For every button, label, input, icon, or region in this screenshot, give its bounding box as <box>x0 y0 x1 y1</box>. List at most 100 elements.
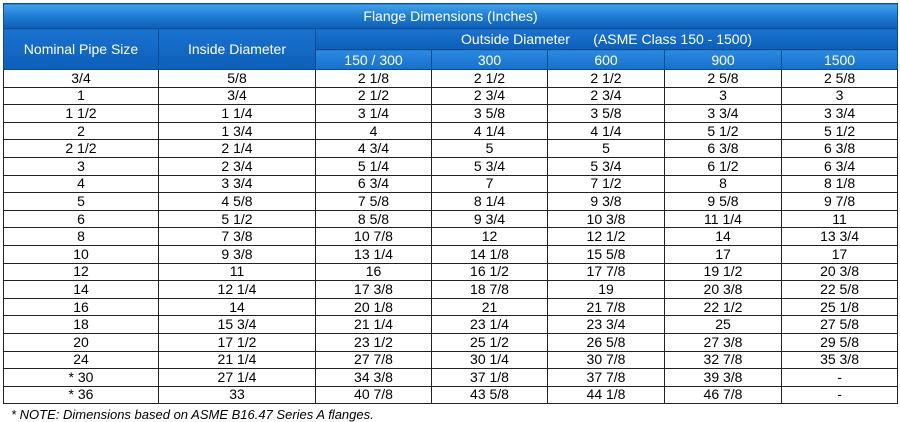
table-row: * 30 27 1/4 34 3/8 37 1/8 37 7/8 39 3/8- <box>3 368 899 387</box>
cell-inside-diameter: 7 3/8 <box>158 227 316 246</box>
cell-od-600: 26 5/8 <box>547 332 665 352</box>
cell-od-150-300: 2 1/8 <box>315 69 432 88</box>
cell-inside-diameter: 3 3/4 <box>158 174 316 194</box>
cell-inside-diameter: 21 1/4 <box>158 350 316 370</box>
cell-od-1500: 8 1/8 <box>780 174 899 194</box>
cell-nominal-size: 14 <box>3 280 159 299</box>
cell-od-150-300: 8 5/8 <box>315 209 432 229</box>
cell-od-1500: 27 5/8 <box>780 315 899 334</box>
cell-od-150-300: 5 1/4 <box>315 156 432 176</box>
cell-inside-diameter: 14 <box>158 297 316 317</box>
table-row: 2 1/2 2 1/4 4 3/4 5 5 6 3/8 6 3/8 <box>3 139 899 158</box>
cell-od-900: 6 3/8 <box>664 139 782 158</box>
cell-inside-diameter: 3/4 <box>158 86 316 106</box>
cell-inside-diameter: 2 3/4 <box>158 156 316 176</box>
cell-od-1500: 17 <box>780 244 899 264</box>
cell-od-150-300: 3 1/4 <box>315 104 432 123</box>
header-outside-diameter: Outside Diameter (ASME Class 150 - 1500) <box>314 28 899 50</box>
table-row: 16 14 20 1/8 21 21 7/8 22 1/2 25 1/8 <box>3 297 899 317</box>
table-row: 24 21 1/4 27 7/8 30 1/4 30 7/8 32 7/8 35 3/8 <box>3 350 899 370</box>
table-row: 20 17 1/2 23 1/2 25 1/2 26 5/8 27 3/8 29 5/8 <box>3 332 899 352</box>
cell-od-150-300: 6 3/4 <box>315 174 432 194</box>
cell-nominal-size: 5 <box>3 192 159 211</box>
table-row: 1 3/4 2 1/2 2 3/4 2 3/4 3 3 <box>3 86 899 106</box>
cell-od-1500: 3 <box>780 86 899 106</box>
table-row: 10 9 3/8 13 1/4 14 1/8 15 5/8 17 17 <box>3 244 899 264</box>
cell-od-1500: 2 5/8 <box>780 69 899 88</box>
cell-od-1500: 9 7/8 <box>780 192 899 211</box>
cell-inside-diameter: 27 1/4 <box>158 368 316 387</box>
cell-od-900: 3 3/4 <box>664 104 782 123</box>
cell-nominal-size: 16 <box>3 297 159 317</box>
flange-table-container: Flange Dimensions (Inches) Nominal Pipe … <box>2 3 899 422</box>
cell-od-1500: 6 3/4 <box>780 156 899 176</box>
cell-od-300: 7 <box>431 174 548 194</box>
cell-nominal-size: 18 <box>3 315 159 334</box>
cell-od-600: 7 1/2 <box>547 174 665 194</box>
cell-od-600: 21 7/8 <box>547 297 665 317</box>
cell-nominal-size: 1 1/2 <box>3 104 159 123</box>
header-inside-diameter: Inside Diameter <box>158 28 316 70</box>
cell-od-1500: 11 <box>780 209 899 229</box>
cell-od-150-300: 21 1/4 <box>315 315 432 334</box>
header-class-1500: 1500 <box>780 49 899 70</box>
cell-nominal-size: 10 <box>3 244 159 264</box>
cell-inside-diameter: 12 1/4 <box>158 280 316 299</box>
cell-od-300: 3 5/8 <box>431 104 548 123</box>
cell-od-300: 5 <box>431 139 548 158</box>
cell-od-1500: 6 3/8 <box>780 139 899 158</box>
cell-od-600: 3 5/8 <box>547 104 665 123</box>
cell-od-300: 2 3/4 <box>431 86 548 106</box>
header-outside-diameter-label: Outside Diameter (ASME Class 150 - 1500) <box>461 31 753 47</box>
cell-od-900: 14 <box>664 227 782 246</box>
cell-od-300: 25 1/2 <box>431 332 548 352</box>
cell-od-900: 17 <box>664 244 782 264</box>
cell-od-300: 21 <box>431 297 548 317</box>
cell-od-600: 2 1/2 <box>547 69 665 88</box>
cell-nominal-size: * 36 <box>3 385 159 405</box>
cell-nominal-size: 12 <box>3 262 159 282</box>
cell-od-150-300: 2 1/2 <box>315 86 432 106</box>
cell-inside-diameter: 11 <box>158 262 316 282</box>
cell-od-600: 9 3/8 <box>547 192 665 211</box>
cell-od-600: 5 3/4 <box>547 156 665 176</box>
header-class-900: 900 <box>664 49 782 70</box>
table-title: Flange Dimensions (Inches) <box>2 3 899 29</box>
cell-od-150-300: 20 1/8 <box>315 297 432 317</box>
cell-od-1500: 35 3/8 <box>780 350 899 370</box>
cell-od-600: 19 <box>547 280 665 299</box>
cell-od-300: 14 1/8 <box>431 244 548 264</box>
cell-nominal-size: 24 <box>3 350 159 370</box>
cell-inside-diameter: 15 3/4 <box>158 315 316 334</box>
cell-od-300: 5 3/4 <box>431 156 548 176</box>
cell-od-150-300: 23 1/2 <box>315 332 432 352</box>
cell-od-900: 6 1/2 <box>664 156 782 176</box>
header-nominal-pipe-size: Nominal Pipe Size <box>3 28 159 70</box>
cell-od-600: 5 <box>547 139 665 158</box>
flange-dimensions-table: Flange Dimensions (Inches) Nominal Pipe … <box>2 3 899 405</box>
cell-od-900: 8 <box>664 174 782 194</box>
cell-od-1500: 3 3/4 <box>780 104 899 123</box>
cell-od-600: 4 1/4 <box>547 121 665 141</box>
cell-od-600: 44 1/8 <box>547 385 665 405</box>
cell-od-900: 11 1/4 <box>664 209 782 229</box>
cell-nominal-size: 1 <box>3 86 159 106</box>
cell-inside-diameter: 33 <box>158 385 316 405</box>
cell-od-150-300: 4 <box>315 121 432 141</box>
cell-nominal-size: 2 1/2 <box>3 139 159 158</box>
cell-nominal-size: 4 <box>3 174 159 194</box>
cell-inside-diameter: 5 1/2 <box>158 209 316 229</box>
cell-nominal-size: 6 <box>3 209 159 229</box>
cell-nominal-size: 2 <box>3 121 159 141</box>
cell-od-150-300: 27 7/8 <box>315 350 432 370</box>
cell-inside-diameter: 1 1/4 <box>158 104 316 123</box>
cell-od-1500: 13 3/4 <box>780 227 899 246</box>
cell-od-150-300: 13 1/4 <box>315 244 432 264</box>
cell-od-900: 25 <box>664 315 782 334</box>
cell-od-900: 32 7/8 <box>664 350 782 370</box>
cell-od-300: 12 <box>431 227 548 246</box>
cell-nominal-size: * 30 <box>3 368 159 387</box>
table-row: 18 15 3/4 21 1/4 23 1/4 23 3/4 25 27 5/8 <box>3 315 899 334</box>
